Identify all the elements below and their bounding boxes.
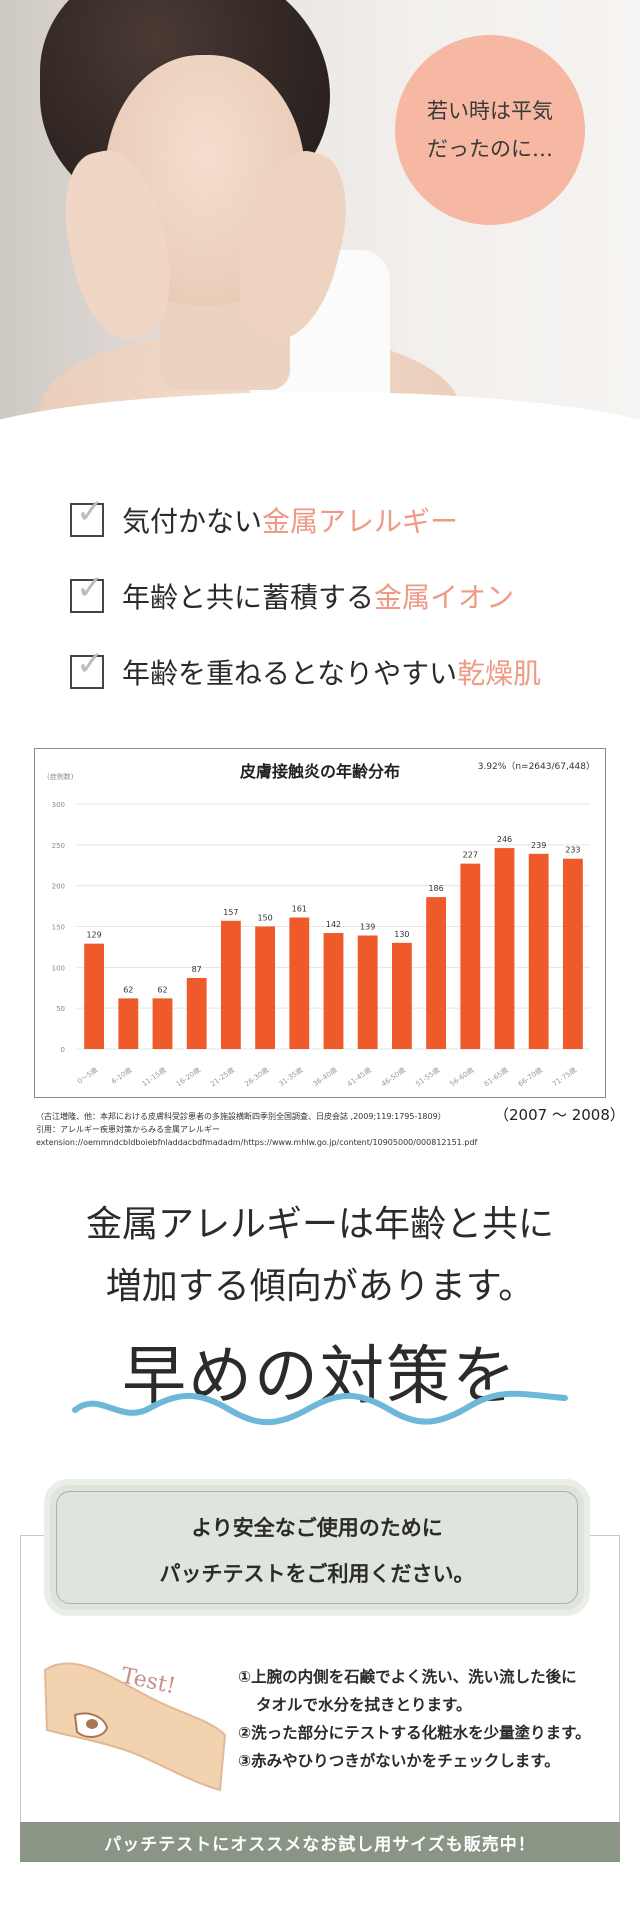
checkbox-icon: ✓ (70, 495, 105, 537)
bar-value-label: 239 (531, 841, 546, 850)
chart-bar (460, 863, 481, 1049)
bar-value-label: 157 (223, 908, 238, 917)
bubble-line-1: 若い時は平気 (427, 99, 553, 123)
checkbox-icon: ✓ (70, 647, 105, 689)
chart-bar (289, 917, 310, 1049)
message-line-2: 増加する傾向があります。 (105, 1266, 535, 1307)
age-distribution-chart: 皮膚接触炎の年齢分布 3.92%（n=2643/67,448） (症例数) 0 5… (34, 748, 606, 1098)
checklist-text: 気付かない (122, 505, 263, 538)
bar-value-label: 139 (360, 922, 375, 931)
chart-source-note: （古江増隆、他：本邦における皮膚科受診患者の多施設横断四季別全国調査、日皮会誌 … (36, 1110, 478, 1149)
x-tick-label: 6-10歳 (110, 1065, 134, 1086)
bar-value-label: 161 (292, 905, 307, 914)
checklist-highlight: 金属アレルギー (262, 505, 459, 538)
chart-title: 皮膚接触炎の年齢分布 (239, 762, 400, 781)
chart-bar (118, 998, 139, 1049)
y-tick-label: 300 (52, 801, 65, 809)
step-1-cont: タオルで水分を拭きとります。 (256, 1696, 472, 1714)
chart-years: （2007 ～ 2008） (494, 1106, 625, 1124)
chart-bars: 129 0～5歳 62 6-10歳 62 11-15歳 87 16-20歳 157 21-25歳 1… (75, 835, 583, 1088)
chart-bar (152, 998, 173, 1049)
y-tick-label: 200 (52, 883, 65, 891)
x-tick-label: 51-55歳 (414, 1065, 442, 1088)
chart-bar (255, 926, 276, 1049)
x-tick-label: 36-40歳 (311, 1065, 339, 1088)
chart-stat-note: 3.92%（n=2643/67,448） (478, 761, 595, 772)
bar-value-label: 186 (428, 884, 443, 893)
y-tick-label: 250 (52, 842, 65, 850)
bar-value-label: 62 (123, 985, 133, 994)
chart-bar (528, 853, 549, 1049)
chart-bar (426, 897, 447, 1049)
chart-bar (220, 920, 241, 1049)
patch-title-2: パッチテストをご利用ください。 (159, 1562, 475, 1586)
x-tick-label: 56-60歳 (448, 1065, 476, 1088)
patch-test-header-border (56, 1491, 578, 1604)
x-tick-label: 66-70歳 (516, 1065, 544, 1088)
chart-svg: 皮膚接触炎の年齢分布 3.92%（n=2643/67,448） (症例数) 0 5… (47, 761, 595, 1088)
bar-value-label: 87 (192, 965, 202, 974)
chart-ylabel: (症例数) (47, 772, 74, 781)
patch-title-1: より安全なご使用のために (191, 1516, 443, 1540)
bar-value-label: 150 (257, 914, 272, 923)
chart-bar (186, 977, 207, 1049)
step-1: ①上腕の内側を石鹸でよく洗い、洗い流した後に (238, 1668, 577, 1686)
bar-value-label: 130 (394, 930, 409, 939)
source-line-2: 引用：アレルギー疾患対策からみる金属アレルギー (36, 1125, 220, 1134)
bar-value-label: 129 (86, 931, 101, 940)
trial-size-banner: パッチテストにオススメなお試し用サイズも販売中！ (20, 1822, 620, 1862)
patch-test-header (50, 1485, 584, 1610)
checklist-item: ✓ 年齢を重ねるとなりやすい乾燥肌 (70, 647, 541, 697)
message-line-1: 金属アレルギーは年齢と共に (85, 1204, 554, 1245)
bar-value-label: 233 (565, 846, 580, 855)
chart-bar (357, 935, 378, 1049)
step-3: ③赤みやひりつきがないかをチェックします。 (238, 1752, 560, 1770)
x-tick-label: 71-75歳 (550, 1065, 578, 1088)
wave-underline (72, 1390, 568, 1426)
source-line-1: （古江増隆、他：本邦における皮膚科受診患者の多施設横断四季別全国調査、日皮会誌 … (36, 1112, 446, 1121)
x-tick-label: 31-35歳 (277, 1065, 305, 1088)
bar-value-label: 142 (326, 920, 341, 929)
bar-value-label: 227 (463, 851, 478, 860)
chart-bar (562, 858, 583, 1049)
checklist-text: 年齢と共に蓄積する (122, 581, 375, 614)
chart-bar (323, 933, 344, 1049)
x-tick-label: 16-20歳 (174, 1065, 202, 1088)
bubble-line-2: だったのに… (427, 137, 553, 161)
x-tick-label: 26-30歳 (243, 1065, 271, 1088)
checklist-highlight: 金属イオン (374, 581, 515, 614)
x-tick-label: 61-65歳 (482, 1065, 510, 1088)
bar-value-label: 246 (497, 835, 512, 844)
checklist-highlight: 乾燥肌 (457, 657, 542, 690)
x-tick-label: 41-45歳 (345, 1065, 373, 1088)
checklist-text: 年齢を重ねるとなりやすい (122, 657, 458, 690)
checklist-item: ✓ 年齢と共に蓄積する金属イオン (70, 571, 514, 621)
x-tick-label: 0～5歳 (75, 1065, 99, 1086)
step-2: ②洗った部分にテストする化粧水を少量塗ります。 (238, 1724, 591, 1742)
chart-bar (391, 942, 412, 1049)
arm-patch-illustration: Test! (43, 1662, 227, 1792)
chart-bar (494, 848, 515, 1049)
checklist-item: ✓ 気付かない金属アレルギー (70, 495, 458, 545)
speech-bubble: 若い時は平気 だったのに… (395, 35, 585, 225)
checkbox-icon: ✓ (70, 571, 105, 613)
y-tick-label: 0 (61, 1046, 65, 1054)
chart-bar (84, 943, 105, 1049)
x-tick-label: 46-50歳 (379, 1065, 407, 1088)
y-tick-label: 150 (52, 924, 65, 932)
source-line-3: extension://oemmndcbldboiebfnladdacbdfma… (36, 1138, 478, 1147)
y-tick-label: 100 (52, 964, 65, 972)
x-tick-label: 11-15歳 (140, 1065, 168, 1088)
bar-value-label: 62 (157, 985, 167, 994)
y-tick-label: 50 (56, 1005, 65, 1013)
x-tick-label: 21-25歳 (208, 1065, 236, 1088)
